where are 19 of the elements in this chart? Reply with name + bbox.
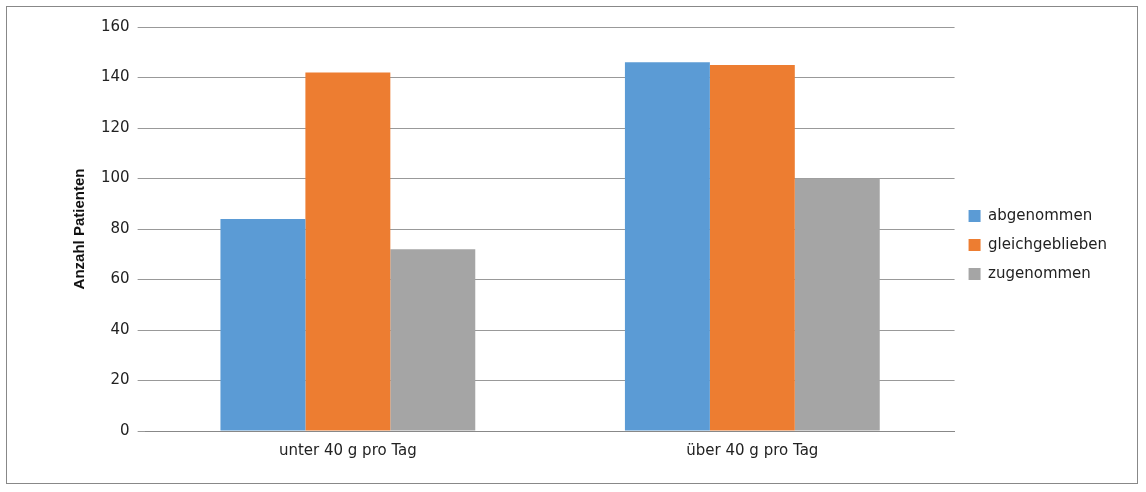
y-tick-label: 20 bbox=[110, 370, 130, 389]
y-tick-label: 80 bbox=[110, 218, 130, 237]
bar bbox=[220, 218, 306, 431]
bar bbox=[709, 64, 795, 431]
x-tick-label: über 40 g pro Tag bbox=[686, 440, 819, 459]
legend-label: gleichgeblieben bbox=[988, 234, 1108, 253]
y-tick-label: 40 bbox=[110, 319, 130, 338]
legend-label: zugenommen bbox=[988, 263, 1091, 282]
bar bbox=[305, 72, 391, 431]
legend-label: abgenommen bbox=[988, 205, 1093, 224]
x-tick-label: unter 40 g pro Tag bbox=[278, 440, 417, 459]
bar bbox=[624, 62, 710, 431]
y-tick-label: 0 bbox=[120, 420, 130, 439]
y-tick-label: 120 bbox=[100, 117, 130, 136]
y-axis-title: Anzahl Patienten bbox=[70, 168, 88, 290]
y-tick-label: 100 bbox=[100, 168, 130, 187]
y-tick-label: 140 bbox=[100, 67, 130, 86]
y-tick-label: 160 bbox=[100, 16, 130, 35]
y-tick-label: 60 bbox=[110, 269, 130, 288]
